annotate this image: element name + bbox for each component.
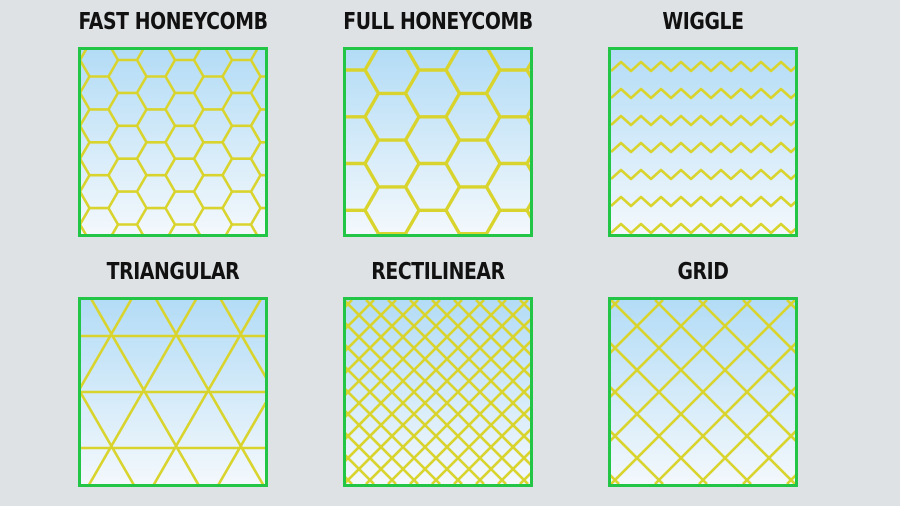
panel-grid bbox=[608, 297, 798, 487]
full-honeycomb-cells bbox=[346, 50, 530, 234]
wiggle-lines bbox=[611, 60, 795, 234]
fast-honeycomb-cells bbox=[81, 50, 265, 234]
title-fast-honeycomb: FAST HONEYCOMB bbox=[78, 9, 268, 35]
grid-pattern bbox=[611, 300, 795, 484]
panel-rectilinear bbox=[343, 297, 533, 487]
title-grid: GRID bbox=[677, 259, 729, 285]
title-full-honeycomb: FULL HONEYCOMB bbox=[343, 9, 533, 35]
grid-lines bbox=[611, 300, 795, 484]
wiggle-pattern bbox=[611, 60, 795, 234]
panel-wiggle bbox=[608, 47, 798, 237]
fast-honeycomb-pattern bbox=[81, 50, 265, 234]
triangular-pattern bbox=[81, 300, 265, 484]
title-rectilinear: RECTILINEAR bbox=[371, 259, 505, 285]
panel-triangular bbox=[78, 297, 268, 487]
full-honeycomb-pattern bbox=[346, 50, 530, 234]
panel-fast-honeycomb bbox=[78, 47, 268, 237]
rectilinear-lines bbox=[346, 300, 530, 484]
rectilinear-pattern bbox=[346, 300, 530, 484]
title-wiggle: WIGGLE bbox=[662, 9, 744, 35]
title-triangular: TRIANGULAR bbox=[106, 259, 240, 285]
panel-full-honeycomb bbox=[343, 47, 533, 237]
triangular-lines bbox=[81, 300, 265, 484]
